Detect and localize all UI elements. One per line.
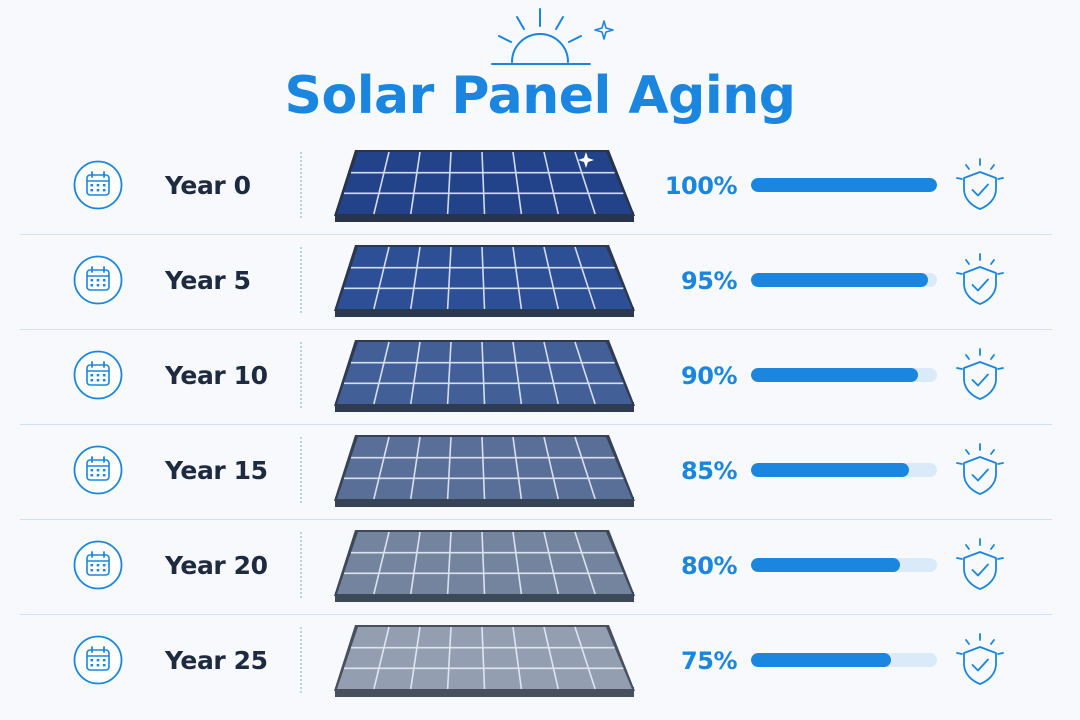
- efficiency-bar-fill: [751, 653, 891, 667]
- row-separator: [20, 234, 1052, 235]
- efficiency-bar: [751, 463, 937, 477]
- shield-check-icon: [956, 253, 1004, 305]
- row-separator: [20, 519, 1052, 520]
- calendar-icon: [73, 160, 123, 210]
- year-label: Year 5: [165, 266, 251, 295]
- efficiency-bar: [751, 178, 937, 192]
- shield-check-icon: [956, 158, 1004, 210]
- solar-panel-image: [334, 150, 635, 222]
- row-divider: [300, 342, 302, 408]
- aging-row-0: Year 0 100%: [0, 140, 1080, 235]
- row-separator: [20, 614, 1052, 615]
- solar-panel-image: [334, 245, 635, 317]
- efficiency-bar-fill: [751, 178, 937, 192]
- panel-grid: [344, 151, 624, 215]
- solar-panel-image: [334, 625, 635, 697]
- efficiency-bar-fill: [751, 368, 919, 382]
- panel-grid: [344, 436, 624, 500]
- calendar-icon: [73, 445, 123, 495]
- panel-surface: [337, 437, 632, 499]
- efficiency-percent: 95%: [681, 267, 737, 295]
- year-label: Year 15: [165, 456, 268, 485]
- year-label: Year 20: [165, 551, 268, 580]
- sun-icon: [491, 8, 614, 65]
- efficiency-bar: [751, 368, 937, 382]
- row-divider: [300, 532, 302, 598]
- calendar-icon: [73, 350, 123, 400]
- row-divider: [300, 627, 302, 693]
- sparkle-icon: [578, 152, 594, 168]
- efficiency-percent: 85%: [681, 457, 737, 485]
- shield-check-icon: [956, 443, 1004, 495]
- year-label: Year 10: [165, 361, 268, 390]
- aging-row-1: Year 5 95%: [0, 235, 1080, 330]
- aging-row-4: Year 20 80%: [0, 520, 1080, 615]
- shield-check-icon: [956, 538, 1004, 590]
- year-label: Year 0: [165, 171, 251, 200]
- panel-surface: [337, 152, 632, 214]
- solar-panel-image: [334, 340, 635, 412]
- efficiency-percent: 75%: [681, 647, 737, 675]
- row-separator: [20, 424, 1052, 425]
- row-divider: [300, 437, 302, 503]
- panel-surface: [337, 247, 632, 309]
- calendar-icon: [73, 635, 123, 685]
- aging-row-5: Year 25 75%: [0, 615, 1080, 710]
- panel-surface: [337, 532, 632, 594]
- panel-surface: [337, 627, 632, 689]
- efficiency-bar: [751, 558, 937, 572]
- calendar-icon: [73, 255, 123, 305]
- panel-grid: [344, 246, 624, 310]
- panel-grid: [344, 341, 624, 405]
- page-title: Solar Panel Aging: [284, 66, 796, 126]
- calendar-icon: [73, 540, 123, 590]
- efficiency-bar-fill: [751, 558, 900, 572]
- efficiency-bar: [751, 273, 937, 287]
- row-separator: [20, 329, 1052, 330]
- year-label: Year 25: [165, 646, 268, 675]
- solar-panel-image: [334, 530, 635, 602]
- efficiency-percent: 80%: [681, 552, 737, 580]
- aging-row-3: Year 15 85%: [0, 425, 1080, 520]
- row-divider: [300, 152, 302, 218]
- efficiency-bar-fill: [751, 463, 910, 477]
- efficiency-bar-fill: [751, 273, 928, 287]
- solar-panel-image: [334, 435, 635, 507]
- aging-row-2: Year 10 90%: [0, 330, 1080, 425]
- shield-check-icon: [956, 348, 1004, 400]
- panel-grid: [344, 626, 624, 690]
- aging-list: Year 0 100%: [0, 140, 1080, 710]
- panel-grid: [344, 531, 624, 595]
- panel-surface: [337, 342, 632, 404]
- efficiency-percent: 90%: [681, 362, 737, 390]
- shield-check-icon: [956, 633, 1004, 685]
- efficiency-percent: 100%: [664, 172, 738, 200]
- efficiency-bar: [751, 653, 937, 667]
- row-divider: [300, 247, 302, 313]
